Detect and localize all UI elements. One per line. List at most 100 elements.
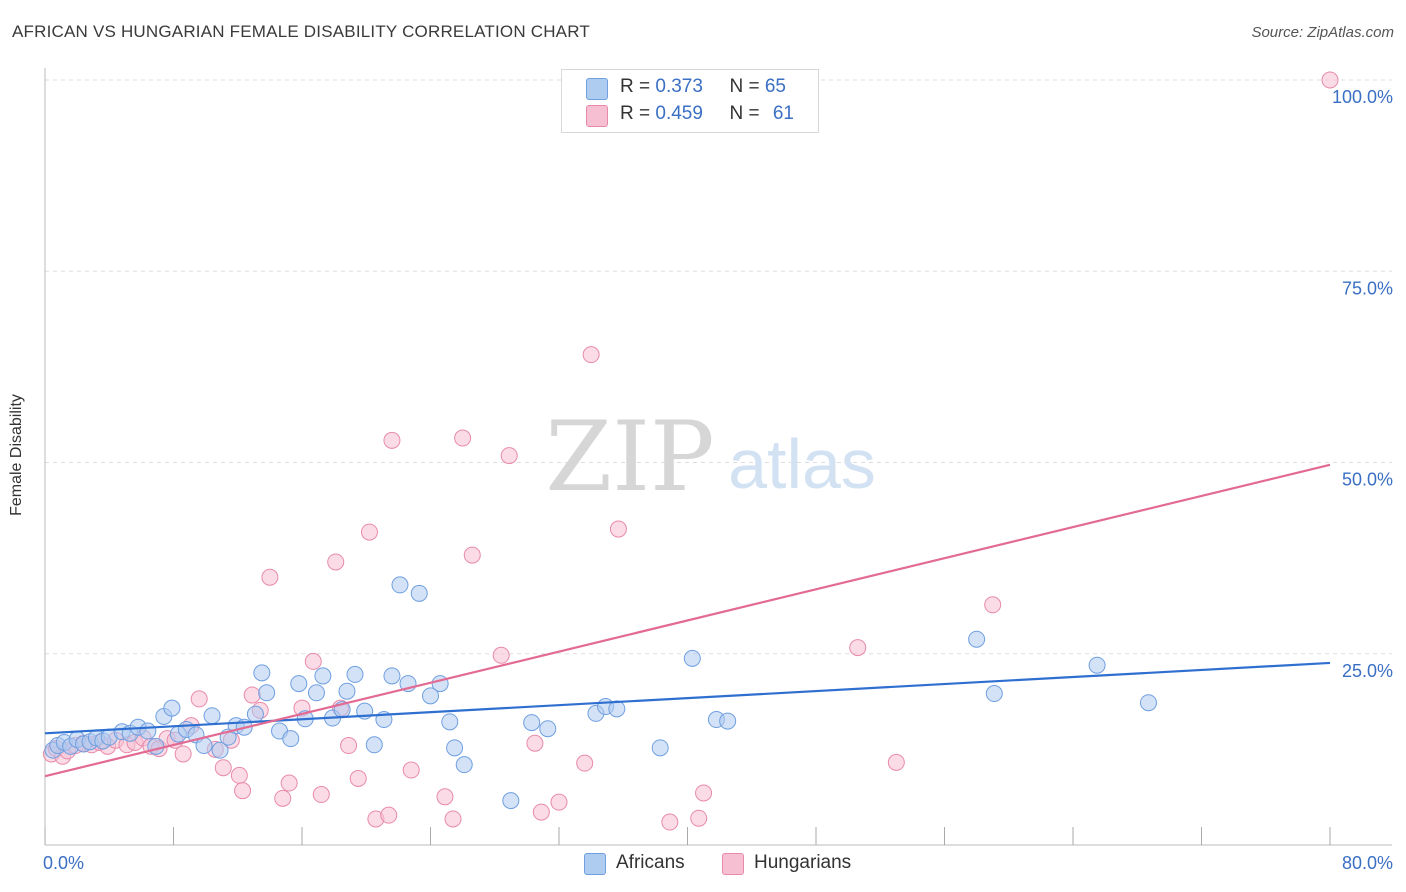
africans-point-16 bbox=[163, 699, 181, 717]
bottom-hungarians-swatch bbox=[722, 853, 744, 875]
hungarians-point-32 bbox=[312, 786, 330, 804]
hungarians-point-42 bbox=[436, 788, 454, 806]
africans-point-60 bbox=[719, 712, 737, 730]
africans-point-38 bbox=[346, 665, 364, 683]
africans-point-21 bbox=[203, 707, 221, 725]
hungarians-point-60 bbox=[1321, 71, 1339, 89]
hungarians-point-44 bbox=[454, 429, 472, 447]
x-tick-label-max: 80.0% bbox=[1342, 853, 1393, 873]
africans-point-58 bbox=[683, 649, 701, 667]
tick-labels: 25.0% 50.0% 75.0% 100.0% 0.0% 80.0% bbox=[43, 87, 1393, 873]
hungarians-point-50 bbox=[550, 793, 568, 811]
africans-point-30 bbox=[282, 730, 300, 748]
africans-point-42 bbox=[383, 667, 401, 685]
africans-point-31 bbox=[290, 675, 308, 693]
legend-africans-n-label: N = bbox=[729, 76, 765, 97]
bottom-africans-swatch bbox=[584, 853, 606, 875]
hungarians-point-43 bbox=[444, 810, 462, 828]
hungarians-point-36 bbox=[349, 769, 367, 787]
hungarians-point-59 bbox=[984, 596, 1002, 614]
axes bbox=[44, 68, 1392, 846]
source-label: Source: ZipAtlas.com bbox=[1251, 24, 1394, 41]
africans-point-57 bbox=[651, 739, 669, 757]
hungarians-point-56 bbox=[695, 784, 713, 802]
hungarians-point-31 bbox=[304, 652, 322, 670]
watermark-zip: ZIP bbox=[545, 401, 714, 513]
y-axis-label: Female Disability bbox=[8, 394, 25, 516]
africans-point-46 bbox=[422, 687, 439, 705]
africans-point-43 bbox=[391, 576, 409, 594]
africans-point-34 bbox=[314, 667, 332, 685]
hungarians-point-23 bbox=[230, 766, 248, 784]
trend-lines bbox=[44, 463, 1331, 778]
hungarians-point-35 bbox=[340, 737, 358, 755]
hungarians-point-17 bbox=[174, 745, 192, 763]
africans-point-64 bbox=[1139, 694, 1157, 712]
africans-point-45 bbox=[410, 584, 428, 602]
hungarians-trend-line bbox=[44, 463, 1331, 778]
hungarians-point-37 bbox=[360, 523, 378, 541]
hungarians-point-21 bbox=[214, 759, 232, 777]
africans-point-48 bbox=[441, 713, 459, 731]
y-tick-label-3: 100.0% bbox=[1332, 87, 1393, 107]
africans-point-13 bbox=[139, 722, 157, 740]
hungarians-point-47 bbox=[500, 447, 518, 465]
hungarians-swatch bbox=[586, 105, 608, 127]
hungarians-point-25 bbox=[243, 686, 261, 704]
africans-point-40 bbox=[365, 736, 383, 754]
x-tick-label-min: 0.0% bbox=[43, 853, 84, 873]
y-tick-label-1: 50.0% bbox=[1342, 470, 1393, 490]
legend-africans-n-value: 65 bbox=[764, 76, 786, 97]
africans-point-52 bbox=[523, 714, 541, 732]
hungarians-point-19 bbox=[190, 690, 208, 708]
legend-africans-r-value: 0.373 bbox=[655, 76, 703, 97]
y-tick-label-0: 25.0% bbox=[1342, 661, 1393, 681]
africans-point-49 bbox=[446, 739, 464, 757]
hungarians-point-33 bbox=[327, 553, 345, 571]
hungarians-point-28 bbox=[274, 789, 292, 807]
africans-swatch bbox=[586, 78, 608, 100]
legend-hungarians-n-label: N = bbox=[729, 103, 765, 124]
hungarians-point-53 bbox=[609, 520, 627, 538]
africans-point-62 bbox=[985, 685, 1003, 703]
hungarians-point-39 bbox=[380, 806, 398, 824]
hungarians-point-51 bbox=[576, 754, 594, 772]
y-tick-label-2: 75.0% bbox=[1342, 278, 1393, 298]
hungarians-point-45 bbox=[463, 546, 481, 564]
africans-trend-line bbox=[44, 661, 1331, 735]
hungarians-point-57 bbox=[849, 639, 867, 657]
legend-hungarians-n-value: 61 bbox=[772, 103, 794, 124]
hungarians-point-29 bbox=[280, 774, 298, 792]
hungarians-point-49 bbox=[532, 803, 550, 821]
africans-point-61 bbox=[968, 630, 986, 648]
africans-point-37 bbox=[338, 682, 356, 700]
africans-point-26 bbox=[246, 705, 264, 723]
hungarians-point-55 bbox=[690, 809, 708, 827]
hungarians-point-46 bbox=[492, 646, 510, 664]
africans-point-53 bbox=[539, 720, 557, 738]
legend: R = 0.373 N = 65 R = 0.459 N = 61 bbox=[561, 69, 819, 133]
hungarians-point-58 bbox=[887, 753, 905, 771]
africans-point-14 bbox=[147, 737, 165, 755]
chart-title: AFRICAN VS HUNGARIAN FEMALE DISABILITY C… bbox=[12, 22, 590, 41]
africans-point-28 bbox=[258, 684, 276, 702]
legend-africans-r-label: R = bbox=[620, 76, 656, 97]
africans-point-27 bbox=[253, 664, 271, 682]
legend-hungarians-r-value: 0.459 bbox=[655, 103, 703, 124]
watermark-atlas: atlas bbox=[728, 425, 876, 503]
hungarians-point-24 bbox=[234, 782, 252, 800]
hungarians-point-27 bbox=[261, 568, 279, 586]
bottom-africans-label: Africans bbox=[616, 852, 685, 873]
hungarians-point-54 bbox=[661, 813, 679, 831]
watermark: ZIP atlas bbox=[545, 401, 876, 513]
africans-point-51 bbox=[502, 792, 520, 810]
hungarians-point-40 bbox=[383, 431, 401, 449]
africans-point-33 bbox=[307, 684, 325, 702]
africans-point-50 bbox=[455, 756, 473, 774]
hungarians-point-48 bbox=[526, 734, 544, 752]
hungarians-point-41 bbox=[402, 761, 420, 779]
africans-point-63 bbox=[1088, 656, 1106, 674]
legend-hungarians-r-label: R = bbox=[620, 103, 656, 124]
africans-point-56 bbox=[608, 700, 626, 718]
